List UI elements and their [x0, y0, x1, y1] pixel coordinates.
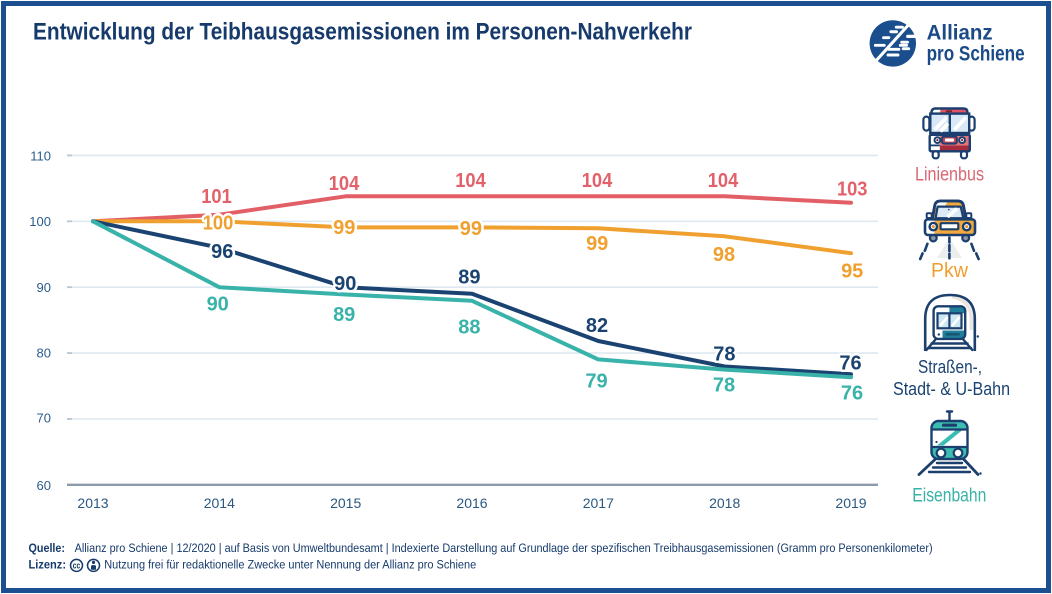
svg-text:2019: 2019: [835, 495, 866, 511]
svg-text:89: 89: [458, 266, 480, 288]
svg-text:Lizenz:: Lizenz:: [29, 557, 67, 571]
svg-text:101: 101: [201, 186, 232, 208]
svg-text:104: 104: [329, 173, 360, 195]
svg-text:104: 104: [582, 170, 613, 192]
svg-text:78: 78: [713, 344, 735, 366]
svg-text:pro Schiene: pro Schiene: [927, 42, 1025, 65]
svg-text:76: 76: [841, 383, 863, 405]
svg-text:Straßen-,: Straßen-,: [918, 357, 982, 377]
svg-text:98: 98: [713, 244, 735, 266]
svg-text:90: 90: [334, 273, 356, 295]
svg-text:Stadt- & U-Bahn: Stadt- & U-Bahn: [893, 379, 1010, 399]
svg-text:100: 100: [29, 214, 51, 229]
svg-text:79: 79: [585, 370, 607, 392]
svg-text:2014: 2014: [204, 495, 235, 511]
svg-text:2016: 2016: [456, 495, 487, 511]
svg-text:96: 96: [211, 241, 233, 263]
svg-text:90: 90: [207, 293, 229, 315]
svg-text:Eisenbahn: Eisenbahn: [912, 486, 986, 507]
svg-text:110: 110: [30, 148, 51, 163]
svg-text:2013: 2013: [77, 495, 108, 511]
svg-text:2017: 2017: [583, 495, 614, 511]
svg-text:78: 78: [713, 375, 735, 397]
svg-text:76: 76: [839, 353, 861, 375]
svg-text:60: 60: [37, 478, 51, 493]
svg-text:Allianz pro Schiene | 12/2020: Allianz pro Schiene | 12/2020 | auf Basi…: [75, 541, 933, 555]
svg-text:Quelle:: Quelle:: [29, 541, 66, 555]
svg-text:80: 80: [37, 345, 51, 360]
svg-text:104: 104: [455, 170, 486, 192]
svg-text:70: 70: [37, 410, 51, 425]
svg-text:100: 100: [203, 213, 234, 235]
svg-text:104: 104: [708, 170, 739, 192]
svg-text:90: 90: [37, 280, 51, 295]
svg-text:Allianz: Allianz: [927, 21, 993, 44]
svg-text:99: 99: [333, 217, 355, 239]
svg-text:99: 99: [586, 233, 608, 255]
svg-text:Pkw: Pkw: [931, 260, 969, 282]
svg-text:2015: 2015: [330, 495, 361, 511]
svg-text:Linienbus: Linienbus: [915, 165, 984, 186]
svg-text:88: 88: [458, 316, 480, 338]
svg-text:82: 82: [586, 315, 608, 337]
svg-text:Entwicklung der Teibhausgasemi: Entwicklung der Teibhausgasemissionen im…: [33, 19, 692, 46]
svg-text:Nutzung frei für redaktionelle: Nutzung frei für redaktionelle Zwecke un…: [104, 557, 476, 571]
svg-text:95: 95: [841, 260, 863, 282]
svg-text:cc: cc: [73, 561, 81, 571]
svg-text:89: 89: [333, 304, 355, 326]
svg-text:103: 103: [837, 178, 868, 200]
svg-text:99: 99: [460, 218, 482, 240]
svg-text:2018: 2018: [709, 495, 740, 511]
